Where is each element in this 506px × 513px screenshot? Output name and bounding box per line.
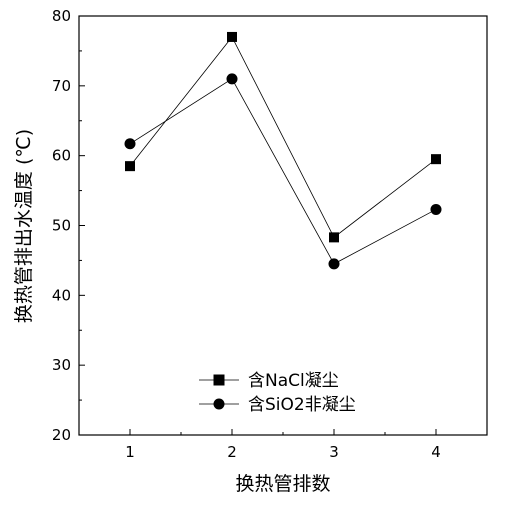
- y-tick-label: 50: [52, 217, 71, 235]
- data-point-circle: [328, 258, 340, 270]
- y-tick-label: 20: [52, 426, 71, 444]
- data-point-square: [329, 232, 339, 243]
- data-point-circle: [226, 73, 238, 85]
- data-point-square: [227, 31, 237, 42]
- series-line-1: [129, 78, 437, 265]
- legend: 含NaCl凝尘 含SiO2非凝尘: [199, 371, 356, 415]
- y-axis-title: 换热管排出水温度 (℃): [13, 129, 35, 323]
- x-axis-title: 换热管排数: [235, 473, 330, 495]
- x-tick-label: 4: [431, 443, 441, 461]
- data-point-square: [125, 161, 135, 172]
- y-tick-label: 30: [52, 356, 71, 374]
- legend-label-sio2: 含SiO2非凝尘: [248, 395, 356, 415]
- data-point-square: [431, 154, 441, 165]
- x-tick-label: 2: [227, 443, 237, 461]
- legend-marker-sio2: [213, 398, 225, 410]
- y-tick-label: 60: [52, 147, 71, 165]
- x-tick-label: 1: [125, 443, 135, 461]
- series-line-0: [129, 36, 437, 238]
- y-tick-label: 70: [52, 77, 71, 95]
- series-group: [124, 31, 442, 270]
- y-tick-label: 40: [52, 286, 71, 304]
- x-tick-label: 3: [329, 443, 339, 461]
- legend-marker-nacl: [213, 374, 225, 386]
- legend-label-nacl: 含NaCl凝尘: [248, 371, 339, 391]
- data-point-circle: [124, 138, 136, 150]
- y-tick-label: 80: [52, 7, 71, 25]
- axis-ticks: 20 30 40 50 60 70 80 1 2 3 4: [52, 7, 488, 461]
- data-point-circle: [430, 203, 442, 215]
